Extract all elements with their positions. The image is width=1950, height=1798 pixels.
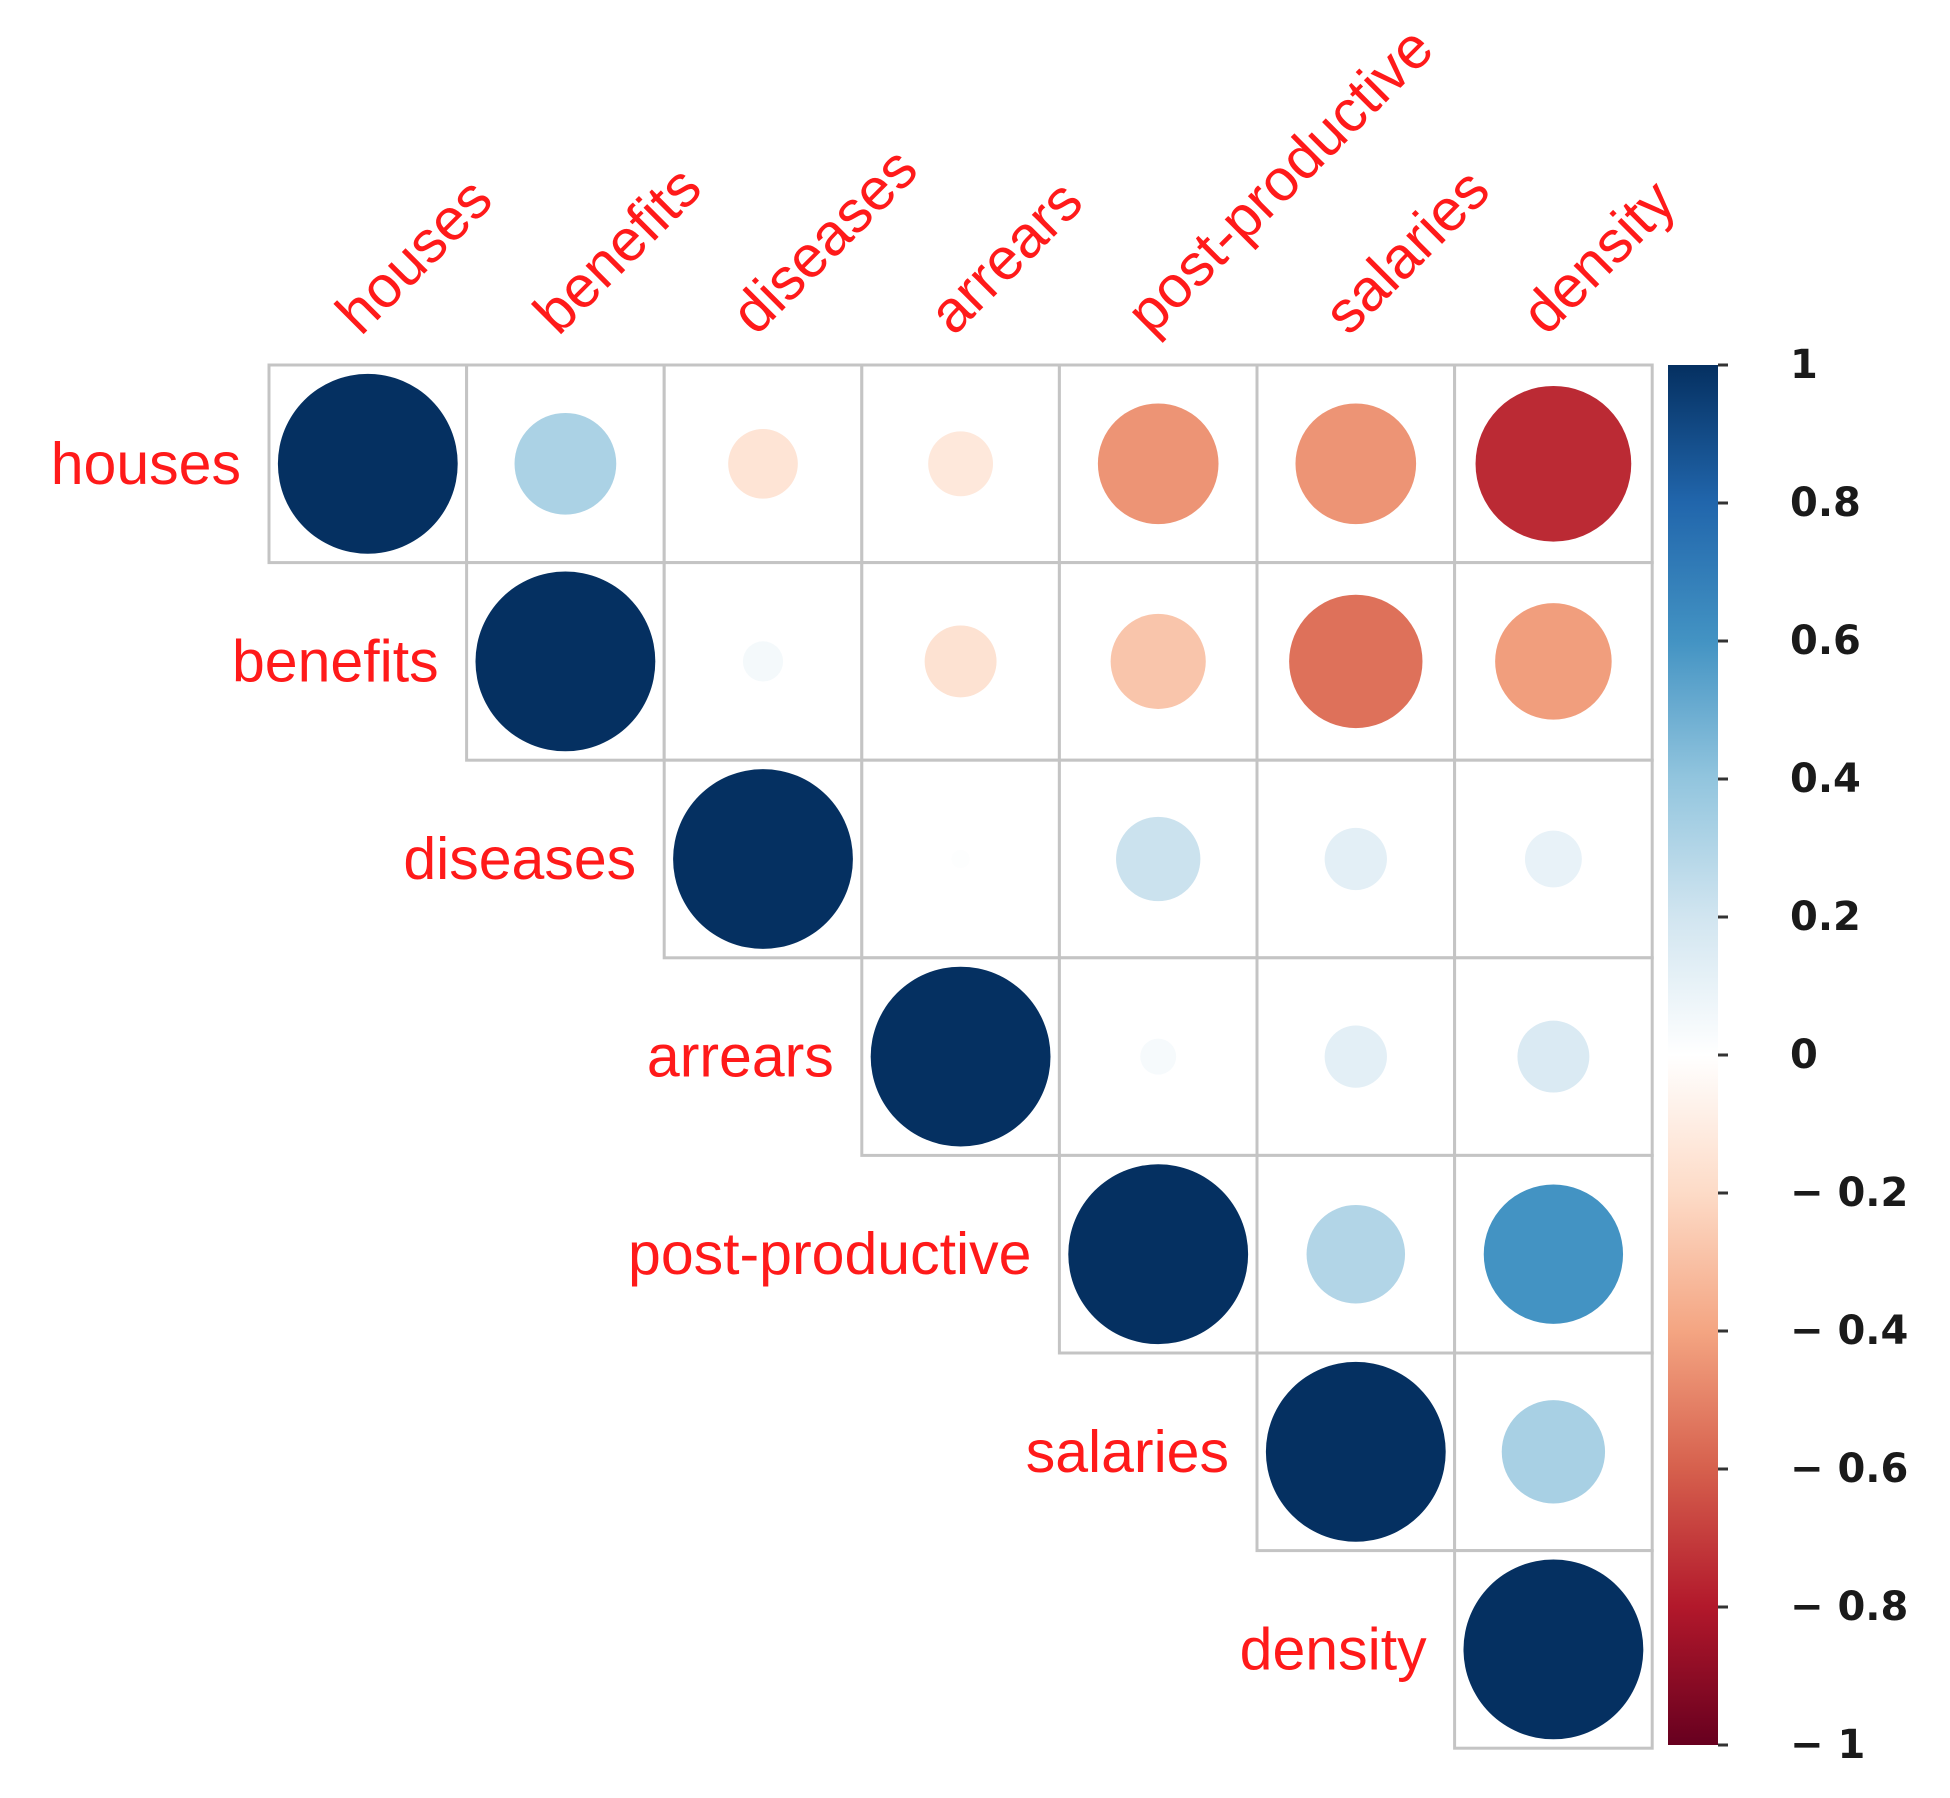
colorbar-tick-label: − 0.8: [1790, 1584, 1908, 1630]
corr-circle-arrears-density: [1517, 1020, 1590, 1093]
corr-circle-arrears-arrears: [870, 966, 1051, 1147]
row-label-arrears: arrears: [647, 1024, 834, 1090]
corr-circle-post-productive-post-productive: [1068, 1164, 1249, 1345]
col-label-arrears: arrears: [916, 167, 1095, 346]
colorbar: 1 0.8 0.6 0.4 0.2 0 − 0.2 − 0.4 − 0.6 − 0.8 − 1: [1668, 342, 1908, 1768]
row-label-diseases: diseases: [403, 826, 636, 892]
corr-circle-density-density: [1463, 1559, 1644, 1740]
corr-circle-houses-benefits: [514, 412, 617, 515]
colorbar-tick-label: 1: [1790, 342, 1818, 388]
row-label-density: density: [1240, 1616, 1427, 1682]
corr-circle-benefits-benefits: [475, 571, 656, 752]
corr-circle-post-productive-salaries: [1306, 1204, 1406, 1304]
corr-circle-salaries-salaries: [1265, 1361, 1446, 1542]
corr-circle-diseases-density: [1524, 830, 1582, 888]
corr-circle-benefits-arrears: [924, 625, 997, 698]
col-label-density: density: [1509, 167, 1688, 346]
corr-circle-houses-density: [1475, 385, 1632, 542]
row-label-salaries: salaries: [1026, 1419, 1229, 1485]
colorbar-tick-label: 0.6: [1790, 618, 1861, 664]
corr-circle-houses-diseases: [728, 428, 798, 499]
colorbar-tick-label: 0.4: [1790, 756, 1861, 802]
colorbar-gradient: [1668, 365, 1718, 1745]
corr-circle-houses-arrears: [928, 431, 994, 497]
colorbar-tick-label: − 0.4: [1790, 1308, 1908, 1354]
col-label-salaries: salaries: [1311, 156, 1501, 346]
colorbar-tick-label: − 0.6: [1790, 1446, 1908, 1492]
corr-circle-benefits-density: [1495, 603, 1612, 720]
row-label-benefits: benefits: [232, 628, 439, 694]
corr-circle-arrears-post-productive: [1140, 1038, 1177, 1075]
corr-circle-diseases-arrears: [951, 850, 970, 868]
corr-circle-post-productive-density: [1483, 1184, 1624, 1324]
corr-circle-benefits-salaries: [1289, 594, 1423, 729]
corr-circle-houses-houses: [277, 373, 458, 554]
col-label-diseases: diseases: [719, 135, 930, 346]
row-label-houses: houses: [51, 431, 241, 497]
colorbar-tick-label: − 0.2: [1790, 1170, 1908, 1216]
row-label-post-productive: post-productive: [628, 1221, 1031, 1287]
corr-circle-benefits-diseases: [742, 641, 784, 682]
colorbar-tick-label: 0.2: [1790, 894, 1861, 940]
corr-circle-arrears-salaries: [1324, 1025, 1387, 1088]
corr-circle-houses-post-productive: [1097, 403, 1219, 525]
corr-circle-diseases-diseases: [673, 769, 853, 949]
corr-circle-benefits-post-productive: [1110, 613, 1206, 709]
correlation-circles: [277, 373, 1644, 1740]
corr-circle-houses-salaries: [1295, 403, 1417, 525]
colorbar-tick-label: − 1: [1790, 1722, 1865, 1768]
colorbar-tick-label: 0.8: [1790, 480, 1861, 526]
corr-circle-diseases-salaries: [1324, 827, 1387, 891]
corr-circle-diseases-post-productive: [1116, 816, 1201, 902]
cell-arrears-density: [1453, 956, 1654, 1157]
colorbar-tick-label: 0: [1790, 1032, 1818, 1078]
corr-circle-salaries-density: [1501, 1400, 1606, 1504]
row-labels: houses benefits diseases arrears post-produc…: [51, 431, 1427, 1683]
col-label-houses: houses: [323, 165, 504, 346]
col-label-benefits: benefits: [521, 153, 714, 346]
